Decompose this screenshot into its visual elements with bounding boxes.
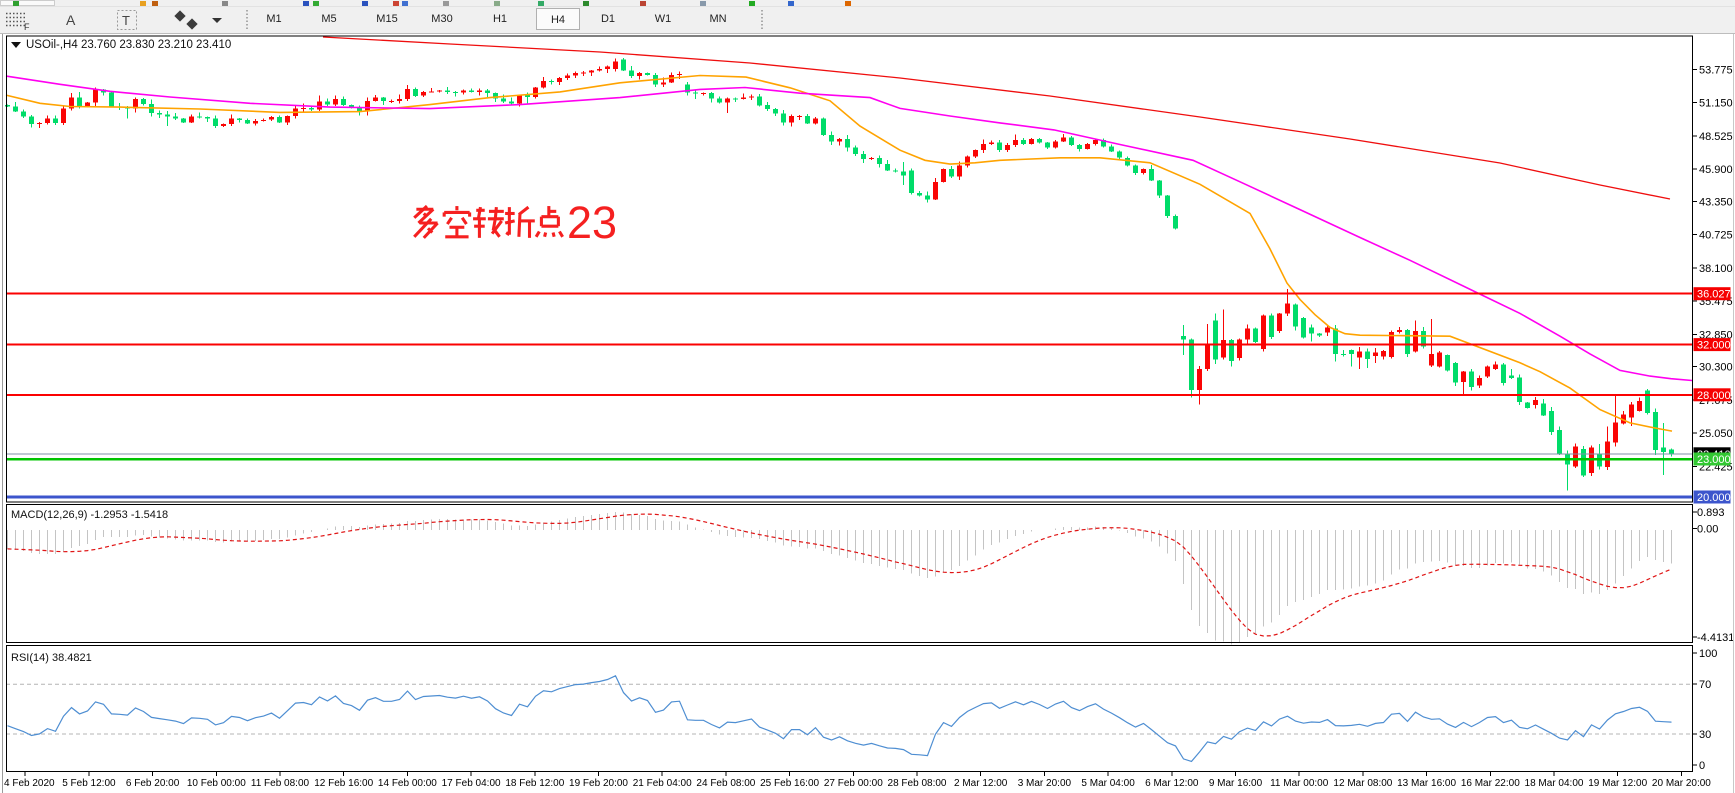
svg-text:25 Feb 16:00: 25 Feb 16:00 — [760, 778, 819, 789]
svg-text:28.000: 28.000 — [1697, 390, 1731, 402]
svg-text:14 Feb 00:00: 14 Feb 00:00 — [378, 778, 437, 789]
svg-text:11 Mar 00:00: 11 Mar 00:00 — [1270, 778, 1329, 789]
svg-text:USOil-,H4 23.760 23.830 23.21: USOil-,H4 23.760 23.830 23.210 23.410 — [26, 39, 231, 51]
svg-text:9 Mar 16:00: 9 Mar 16:00 — [1209, 778, 1263, 789]
svg-text:18 Feb 12:00: 18 Feb 12:00 — [505, 778, 564, 789]
svg-text:10 Feb 00:00: 10 Feb 00:00 — [187, 778, 246, 789]
svg-text:32.000: 32.000 — [1697, 340, 1731, 352]
svg-text:0: 0 — [1699, 760, 1705, 772]
svg-text:70: 70 — [1699, 679, 1711, 691]
svg-text:6 Feb 20:00: 6 Feb 20:00 — [126, 778, 180, 789]
svg-text:3 Mar 20:00: 3 Mar 20:00 — [1018, 778, 1072, 789]
svg-text:13 Mar 16:00: 13 Mar 16:00 — [1397, 778, 1456, 789]
svg-text:23: 23 — [567, 197, 617, 248]
svg-text:2 Mar 12:00: 2 Mar 12:00 — [954, 778, 1008, 789]
svg-text:28 Feb 08:00: 28 Feb 08:00 — [888, 778, 947, 789]
svg-text:12 Feb 16:00: 12 Feb 16:00 — [314, 778, 373, 789]
svg-text:25.050: 25.050 — [1699, 428, 1733, 440]
svg-text:45.900: 45.900 — [1699, 164, 1733, 176]
svg-text:MACD(12,26,9) -1.2953 -1.5418: MACD(12,26,9) -1.2953 -1.5418 — [11, 509, 168, 521]
svg-text:19 Mar 12:00: 19 Mar 12:00 — [1588, 778, 1647, 789]
svg-text:F: F — [24, 22, 30, 32]
svg-text:20 Mar 20:00: 20 Mar 20:00 — [1652, 778, 1711, 789]
svg-text:27 Feb 00:00: 27 Feb 00:00 — [824, 778, 883, 789]
svg-text:17 Feb 04:00: 17 Feb 04:00 — [442, 778, 501, 789]
svg-text:5 Mar 04:00: 5 Mar 04:00 — [1081, 778, 1135, 789]
svg-text:19 Feb 20:00: 19 Feb 20:00 — [569, 778, 628, 789]
svg-text:100: 100 — [1699, 648, 1717, 660]
svg-text:6 Mar 12:00: 6 Mar 12:00 — [1145, 778, 1199, 789]
svg-text:4 Feb 2020: 4 Feb 2020 — [4, 778, 55, 789]
svg-text:30.300: 30.300 — [1699, 362, 1733, 374]
svg-text:RSI(14) 38.4821: RSI(14) 38.4821 — [11, 652, 92, 664]
svg-text:T: T — [122, 13, 130, 28]
svg-text:21 Feb 04:00: 21 Feb 04:00 — [633, 778, 692, 789]
svg-text:-4.4131: -4.4131 — [1697, 632, 1734, 644]
svg-text:5 Feb 12:00: 5 Feb 12:00 — [62, 778, 116, 789]
svg-text:53.775: 53.775 — [1699, 65, 1733, 77]
svg-text:12 Mar 08:00: 12 Mar 08:00 — [1333, 778, 1392, 789]
svg-text:20.000: 20.000 — [1697, 492, 1731, 504]
svg-text:38.100: 38.100 — [1699, 263, 1733, 275]
svg-text:48.525: 48.525 — [1699, 131, 1733, 143]
svg-text:24 Feb 08:00: 24 Feb 08:00 — [696, 778, 755, 789]
svg-text:16 Mar 22:00: 16 Mar 22:00 — [1461, 778, 1520, 789]
svg-text:11 Feb 08:00: 11 Feb 08:00 — [251, 778, 310, 789]
svg-text:51.150: 51.150 — [1699, 98, 1733, 110]
svg-text:18 Mar 04:00: 18 Mar 04:00 — [1525, 778, 1584, 789]
svg-text:23.000: 23.000 — [1697, 454, 1731, 466]
svg-text:43.350: 43.350 — [1699, 196, 1733, 208]
svg-text:0.893: 0.893 — [1697, 507, 1725, 519]
svg-text:A: A — [66, 12, 76, 28]
svg-text:36.027: 36.027 — [1697, 289, 1731, 301]
svg-text:0.00: 0.00 — [1697, 524, 1718, 536]
svg-text:30: 30 — [1699, 729, 1711, 741]
svg-text:40.725: 40.725 — [1699, 230, 1733, 242]
